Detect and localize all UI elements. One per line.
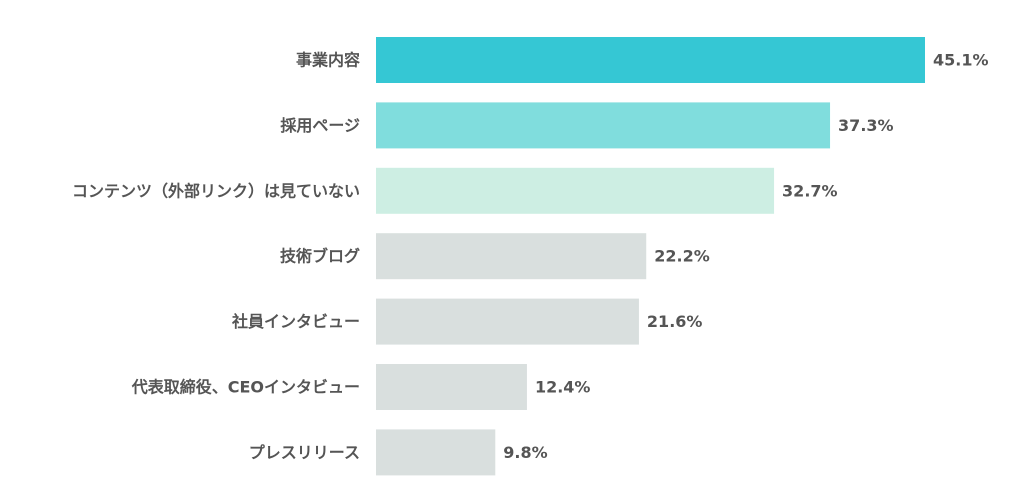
category-label-1: 事業内容 — [296, 51, 360, 70]
category-label-3: コンテンツ（外部リンク）は見ていない — [72, 181, 360, 200]
bar-3 — [376, 167, 775, 214]
bar-5 — [376, 298, 639, 345]
value-label-6: 12.4% — [535, 378, 591, 397]
category-label-4: 技術ブログ — [280, 247, 360, 266]
value-label-2: 37.3% — [838, 116, 894, 135]
category-label-5: 社員インタビュー — [231, 312, 360, 331]
category-label-7: プレスリリース — [249, 443, 360, 462]
bar-6 — [376, 364, 527, 410]
value-labels-group: 45.1% 37.3% 32.7% 22.2% 21.6% 12.4% 9.8% — [503, 51, 988, 462]
category-labels-group: 事業内容採用ページコンテンツ（外部リンク）は見ていない技術ブログ社員インタビュー… — [72, 51, 360, 462]
bar-4 — [376, 233, 647, 280]
value-label-3: 32.7% — [782, 181, 838, 200]
value-label-7: 9.8% — [503, 443, 547, 462]
category-label-6: 代表取締役、CEOインタビュー — [131, 378, 360, 397]
bar-7 — [376, 429, 496, 476]
bar-1 — [376, 37, 925, 83]
category-label-2: 採用ページ — [280, 116, 360, 135]
bar-2 — [376, 102, 831, 149]
value-label-1: 45.1% — [933, 51, 989, 70]
bars-group — [376, 37, 925, 476]
value-label-5: 21.6% — [647, 312, 703, 331]
value-label-4: 22.2% — [654, 247, 710, 266]
